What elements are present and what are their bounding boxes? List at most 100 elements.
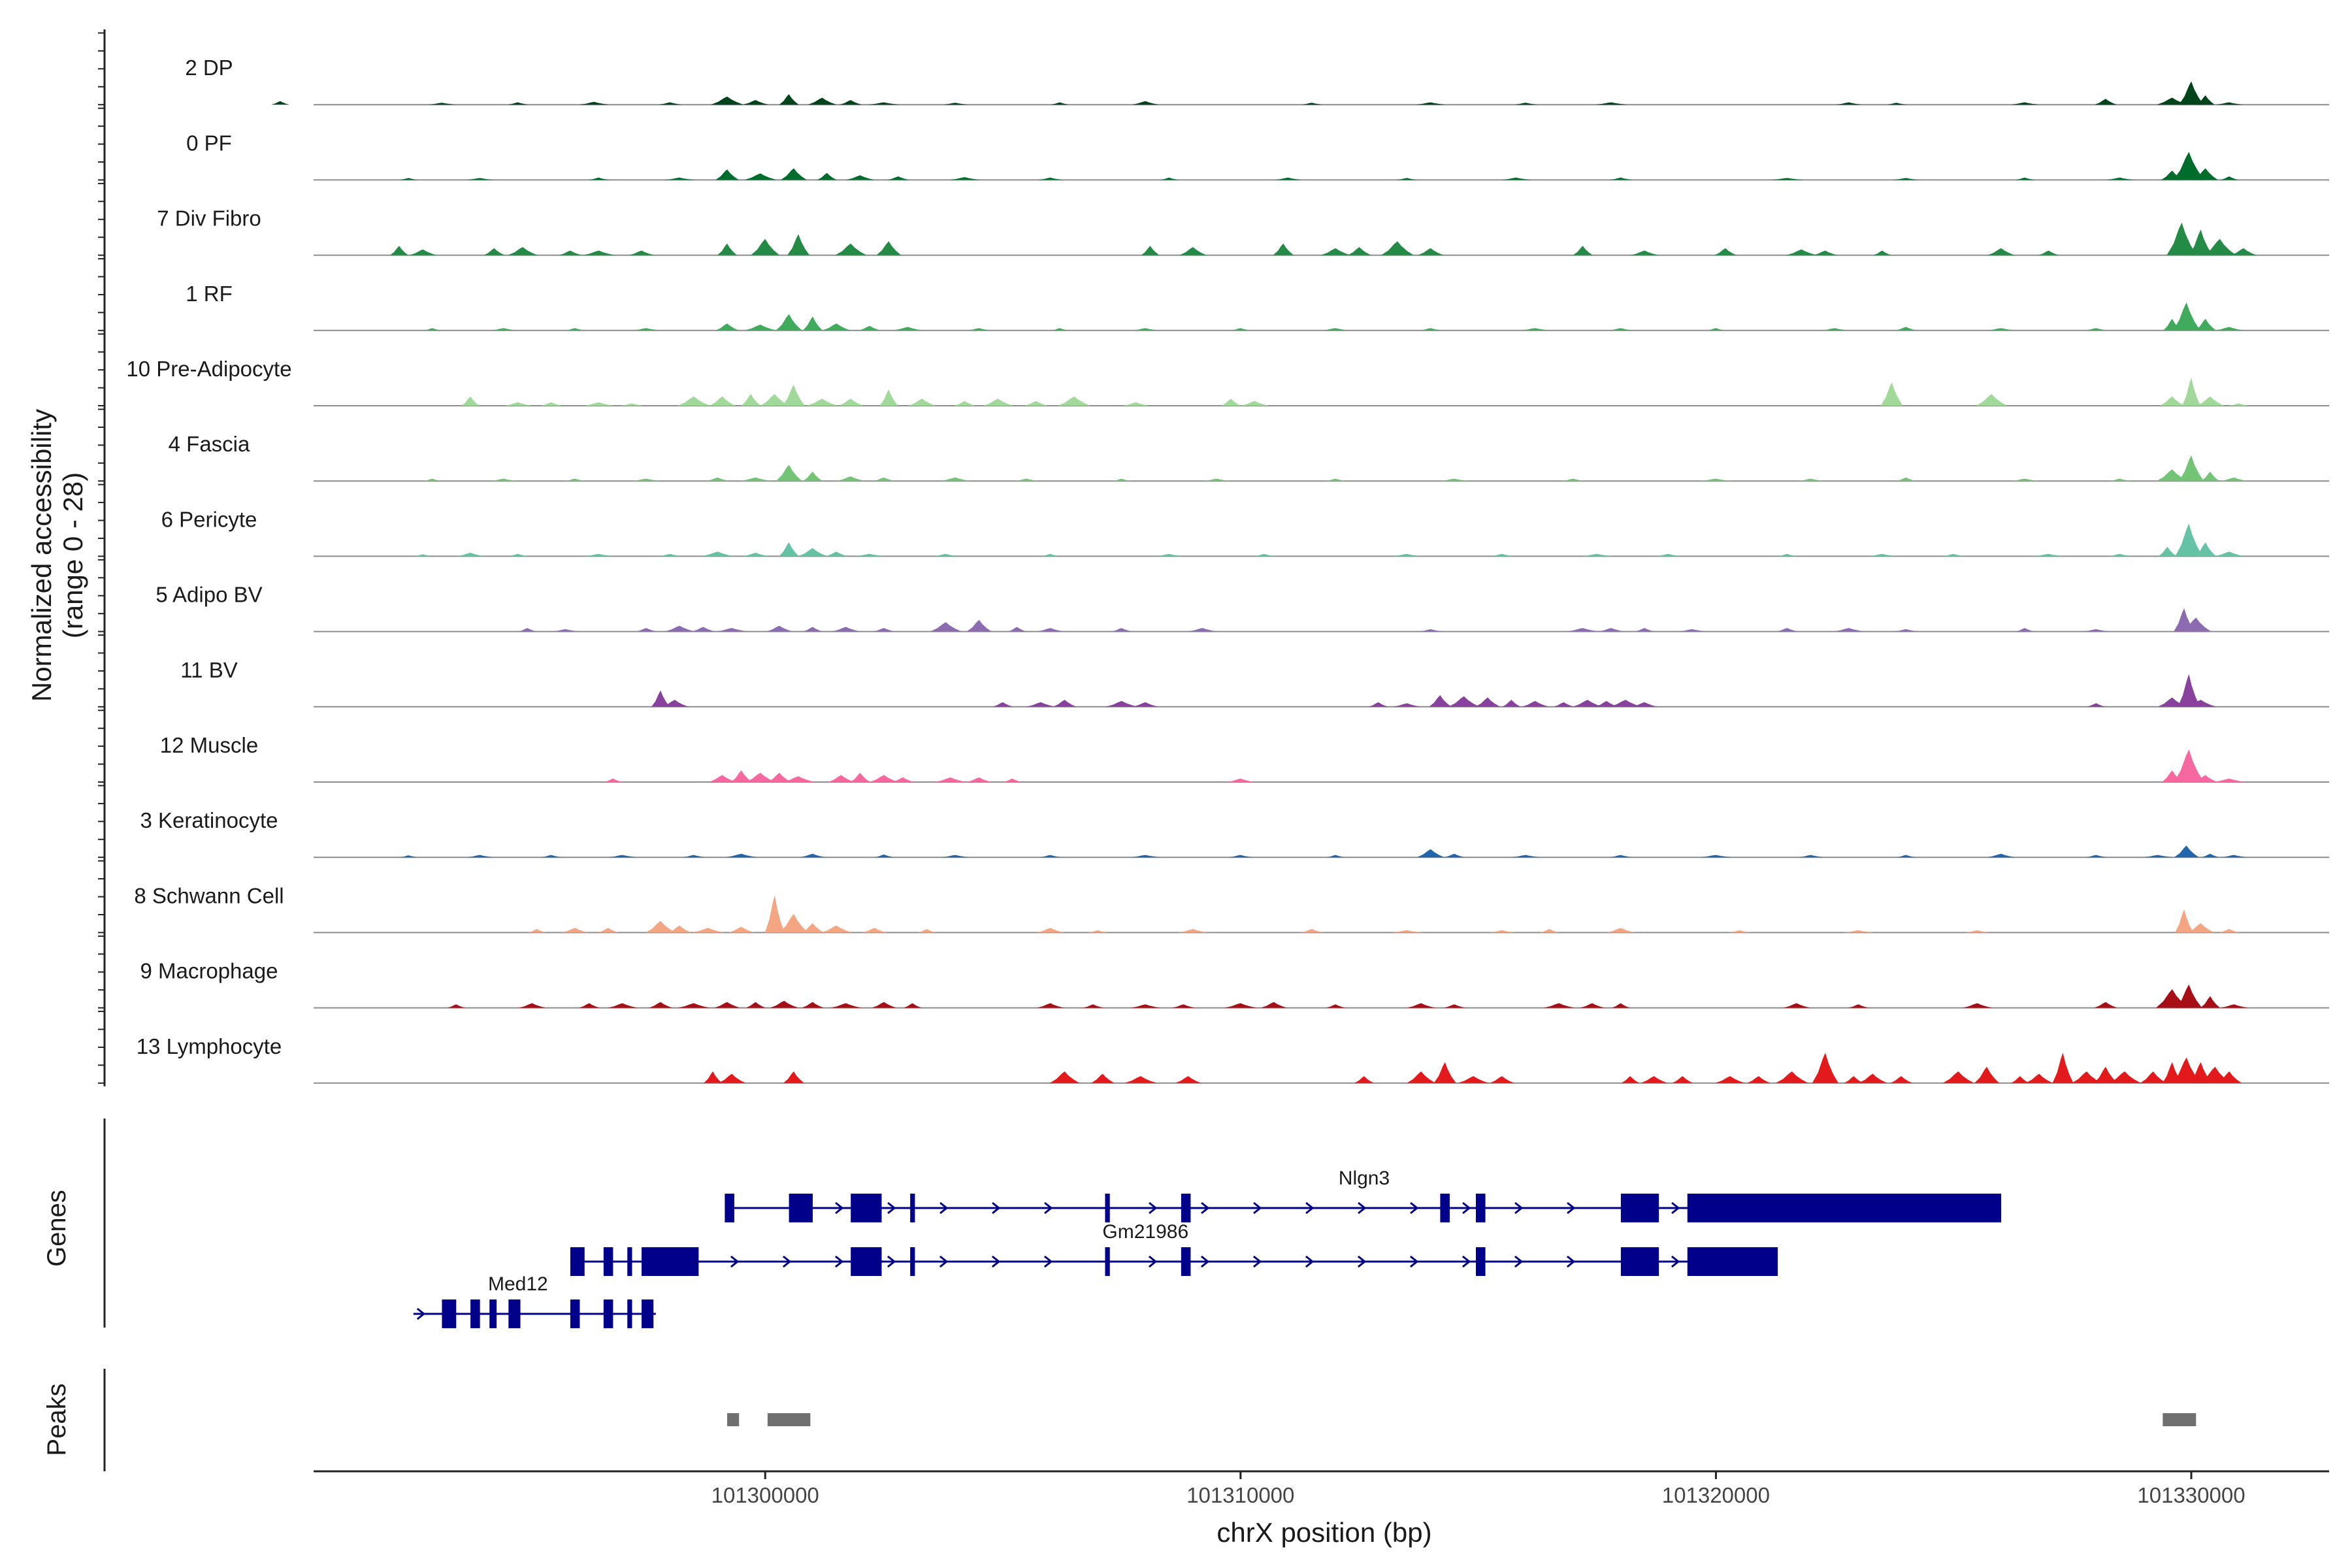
accessibility-peak: [2095, 99, 2117, 105]
strand-arrow: [1305, 1201, 1315, 1215]
accessibility-peak: [1407, 1071, 1436, 1083]
accessibility-peak: [1058, 396, 1091, 406]
accessibility-peak: [1573, 700, 1603, 707]
accessibility-peak: [457, 553, 485, 557]
accessibility-peak: [908, 399, 936, 406]
accessibility-peak: [2172, 1057, 2201, 1083]
accessibility-peak: [1521, 700, 1549, 707]
accessibility-peak: [1230, 328, 1251, 331]
accessibility-peak: [766, 625, 792, 632]
accessibility-peak: [1037, 177, 1063, 180]
accessibility-peak: [1890, 1076, 1913, 1083]
accessibility-peak: [2193, 168, 2218, 180]
accessibility-peak: [2175, 909, 2194, 933]
accessibility-peak: [1090, 1073, 1115, 1083]
accessibility-peak: [1607, 328, 1634, 331]
accessibility-peak: [2156, 469, 2188, 482]
accessibility-peak: [808, 97, 837, 105]
accessibility-peak: [1746, 1076, 1771, 1083]
strand-arrow: [1671, 1255, 1680, 1268]
accessibility-peak: [892, 777, 915, 782]
strand-arrow: [939, 1201, 949, 1215]
accessibility-peak: [1490, 553, 1514, 557]
accessibility-peak: [399, 855, 418, 858]
accessibility-peak: [739, 477, 772, 482]
accessibility-peak: [760, 394, 789, 406]
accessibility-peak: [1895, 327, 1918, 331]
accessibility-peak: [1007, 627, 1026, 632]
strand-arrow: [835, 1201, 844, 1215]
accessibility-peak: [803, 627, 823, 632]
accessibility-peak: [1786, 249, 1818, 255]
accessibility-peak: [1942, 553, 1965, 557]
x-tick-label: 101310000: [1186, 1483, 1294, 1507]
accessibility-peak: [803, 471, 823, 482]
accessibility-peak: [2178, 674, 2200, 707]
gene-exon: [442, 1299, 457, 1328]
accessibility-peak: [564, 328, 586, 331]
accessibility-peak: [1776, 628, 1799, 632]
track-label: 5 Adipo BV: [155, 583, 262, 607]
accessibility-peak: [1392, 703, 1422, 707]
accessibility-peak: [742, 100, 769, 105]
accessibility-peak: [1407, 1003, 1436, 1008]
track-8-schwann-cell: 8 Schwann Cell: [134, 883, 2329, 934]
x-tick-label: 101330000: [2137, 1483, 2245, 1507]
gene-exon: [1105, 1247, 1110, 1276]
accessibility-peak: [649, 1002, 673, 1008]
accessibility-peak: [2179, 81, 2204, 105]
accessibility-peak: [717, 243, 737, 255]
accessibility-peak: [1026, 702, 1056, 707]
strand-arrow: [1044, 1201, 1053, 1215]
accessibility-peak: [1240, 400, 1269, 406]
accessibility-peak: [579, 1003, 600, 1008]
accessibility-peak: [2213, 778, 2246, 782]
accessibility-peak: [1630, 250, 1659, 255]
accessibility-peak: [423, 478, 442, 482]
strand-arrow: [939, 1255, 949, 1268]
accessibility-peak: [651, 690, 670, 707]
accessibility-peak: [873, 628, 896, 632]
gene-med12: Med12: [413, 1273, 656, 1328]
accessibility-peak: [1836, 102, 1863, 105]
accessibility-peak: [858, 325, 881, 331]
accessibility-peak: [825, 551, 848, 557]
strand-arrow: [1567, 1201, 1576, 1215]
peak-region: [727, 1413, 740, 1426]
accessibility-peak: [873, 477, 896, 482]
accessibility-peak: [1439, 478, 1470, 482]
strand-arrow: [1514, 1201, 1524, 1215]
accessibility-peak: [1203, 478, 1231, 482]
accessibility-peak: [892, 327, 924, 331]
accessibility-peak: [631, 478, 662, 482]
accessibility-peak: [983, 399, 1013, 406]
accessibility-peak: [715, 323, 739, 331]
accessibility-peak: [1003, 778, 1022, 782]
accessibility-peak: [954, 400, 975, 406]
accessibility-peak: [1893, 178, 1919, 180]
accessibility-peak: [2086, 703, 2106, 707]
accessibility-peak: [629, 250, 655, 255]
accessibility-peak: [2203, 238, 2236, 255]
accessibility-peak: [2142, 855, 2174, 858]
accessibility-peak: [943, 103, 968, 105]
accessibility-peak: [1274, 177, 1302, 180]
accessibility-peak: [658, 102, 682, 105]
x-axis-title: chrX position (bp): [1217, 1517, 1431, 1548]
accessibility-peak: [678, 396, 711, 406]
accessibility-peak: [2220, 855, 2248, 858]
accessibility-peak: [1396, 178, 1418, 180]
accessibility-peak: [1566, 628, 1599, 632]
accessibility-peak: [711, 96, 743, 105]
accessibility-peak: [1051, 102, 1070, 105]
accessibility-peak: [1141, 246, 1160, 255]
accessibility-peak: [728, 926, 755, 933]
accessibility-peak: [2038, 250, 2059, 255]
accessibility-peak: [1833, 628, 1865, 632]
accessibility-peak: [2187, 923, 2215, 933]
peaks-track: [727, 1413, 2197, 1426]
accessibility-peak: [2215, 102, 2244, 105]
accessibility-peak: [540, 402, 562, 406]
gene-exon: [603, 1247, 613, 1276]
strand-arrow: [887, 1201, 896, 1215]
